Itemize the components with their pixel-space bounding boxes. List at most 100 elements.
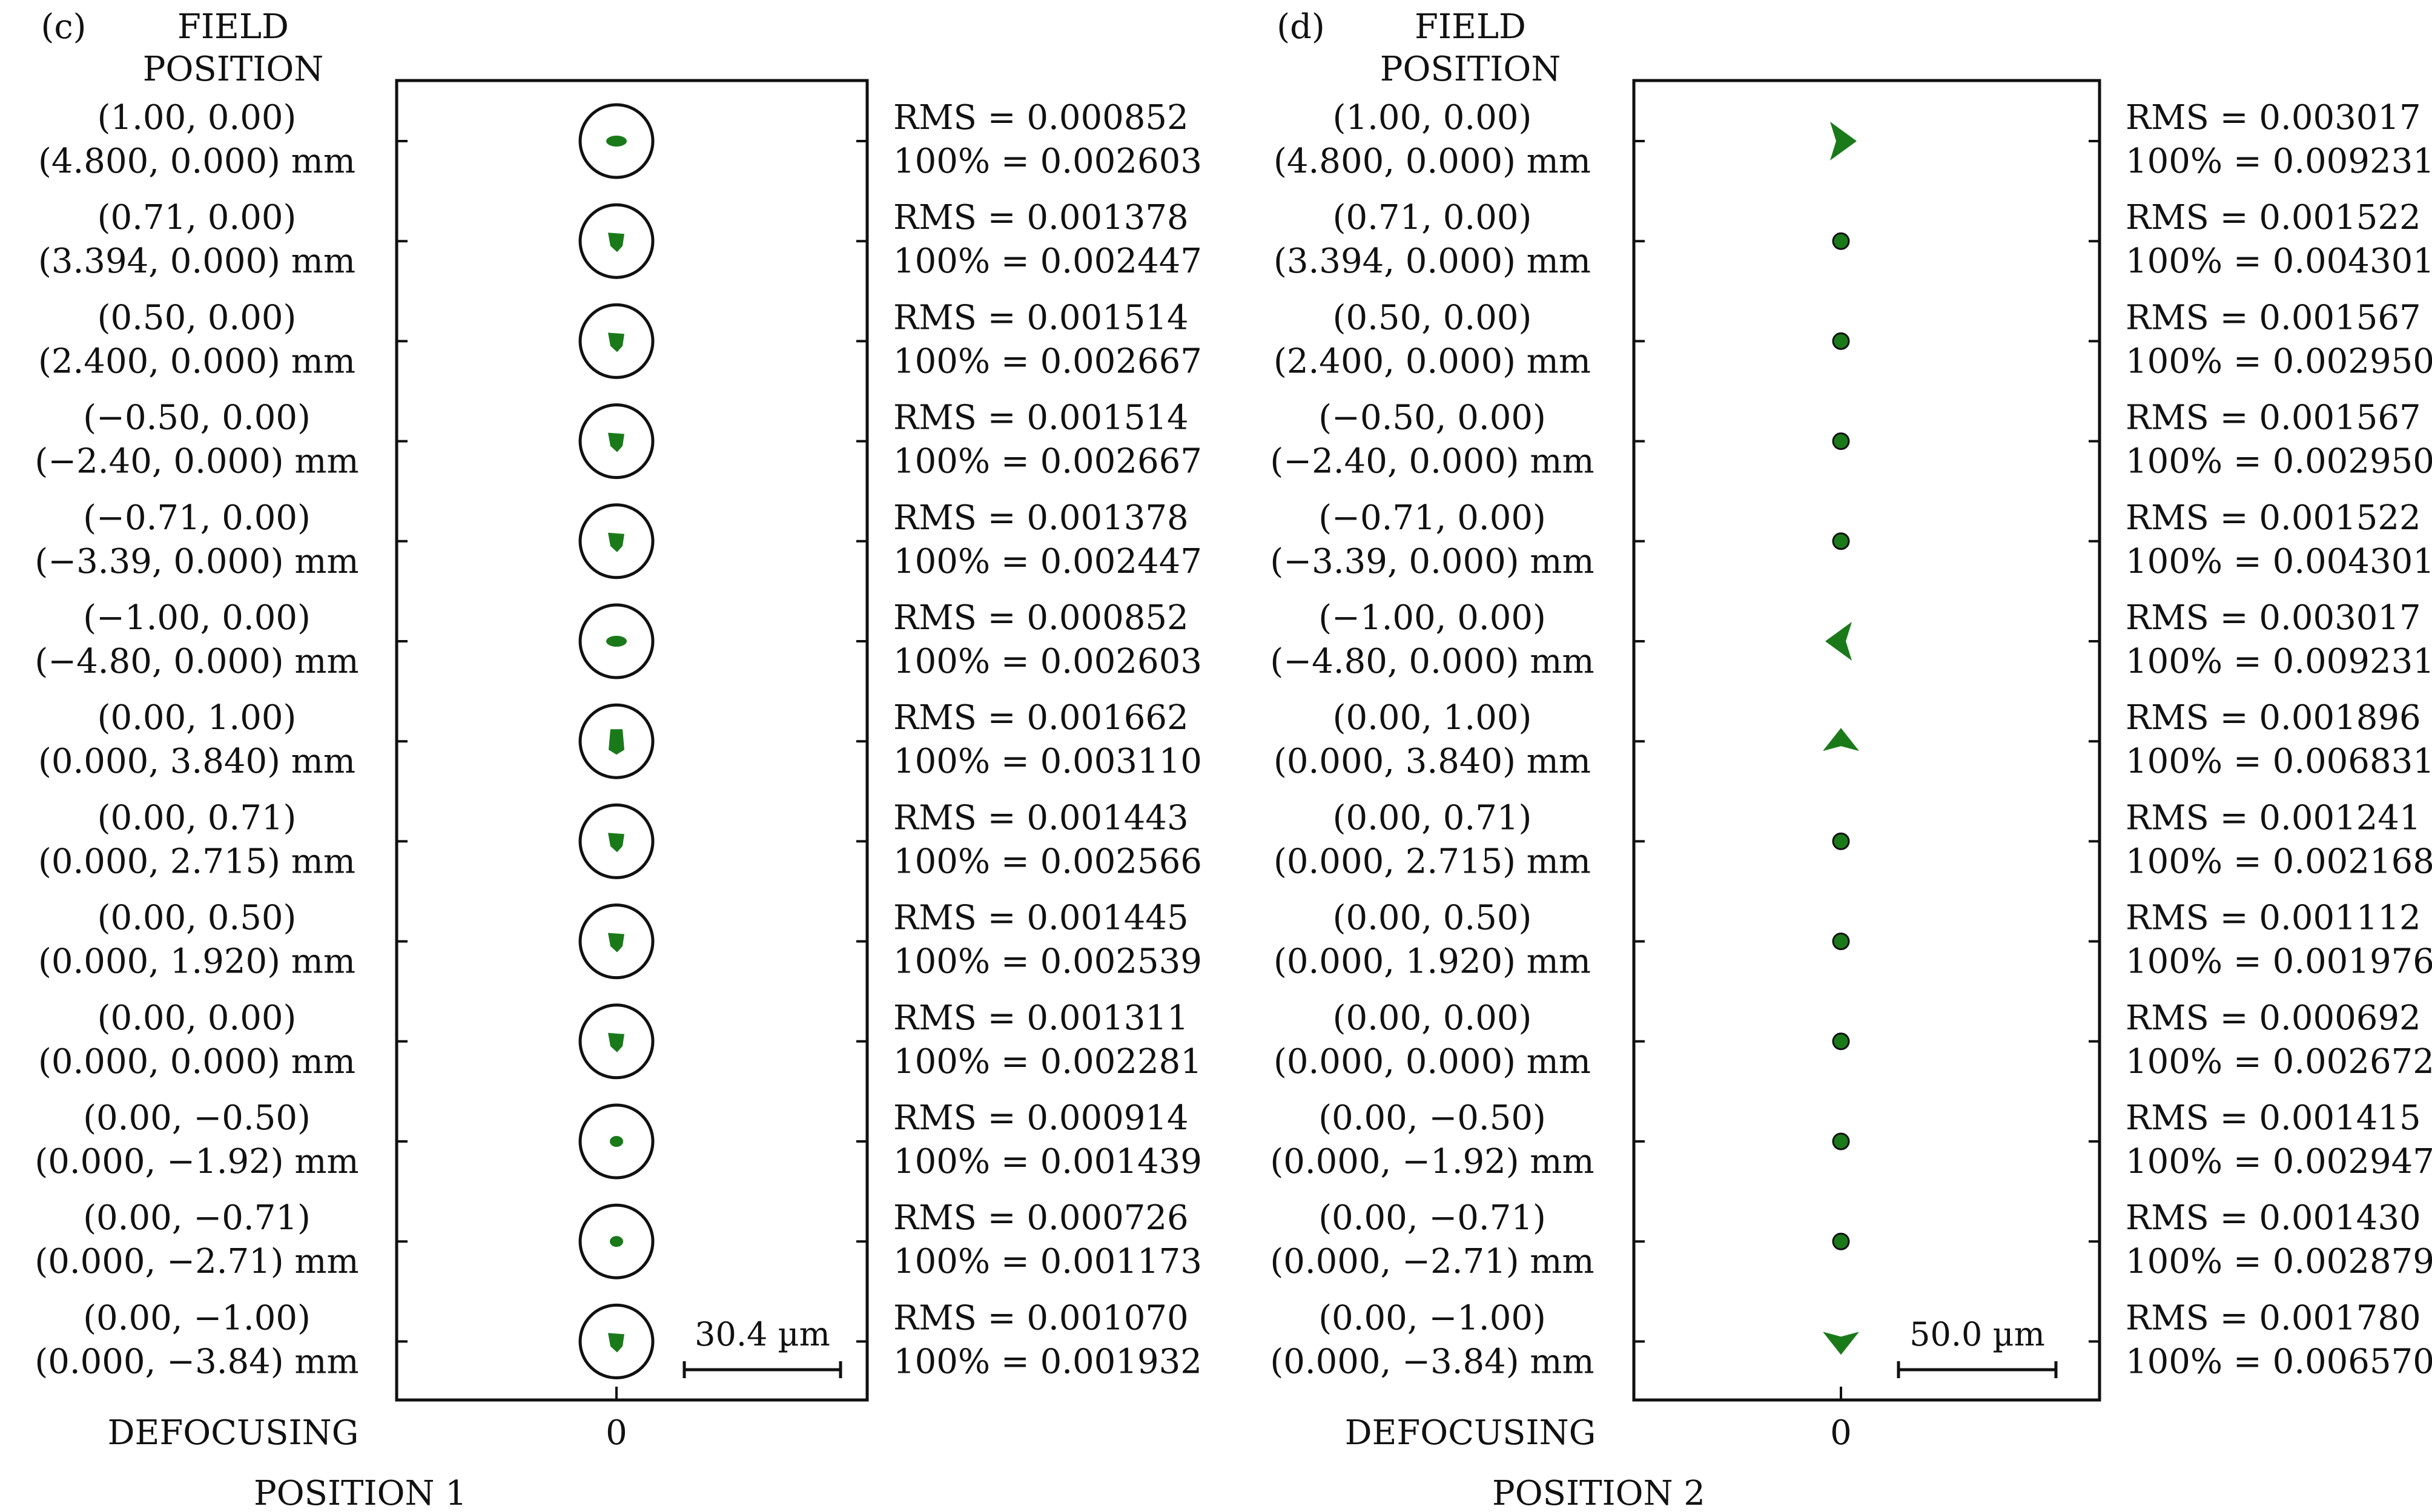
field-coordinate-mm: (0.000, −3.84) mm bbox=[1270, 1342, 1594, 1381]
geo-radius-label: 100% = 0.002447 bbox=[893, 542, 1202, 581]
field-header-line2: POSITION bbox=[143, 50, 323, 89]
field-header-line1: FIELD bbox=[177, 7, 289, 47]
rms-radius-label: RMS = 0.001241 bbox=[2126, 798, 2421, 837]
field-coordinate-mm: (2.400, 0.000) mm bbox=[1274, 342, 1591, 381]
field-header-line2: POSITION bbox=[1380, 50, 1561, 89]
airy-disk-circle bbox=[578, 403, 655, 480]
spot-pattern bbox=[608, 833, 624, 853]
rms-radius-label: RMS = 0.000852 bbox=[893, 598, 1189, 638]
field-coordinate-normalized: (0.00, 1.00) bbox=[97, 698, 297, 738]
rms-radius-label: RMS = 0.001567 bbox=[2126, 398, 2421, 438]
spot-pattern bbox=[608, 532, 624, 552]
field-coordinate-normalized: (−1.00, 0.00) bbox=[1318, 598, 1546, 638]
field-coordinate-mm: (0.000, 1.920) mm bbox=[38, 942, 355, 982]
rms-radius-label: RMS = 0.003017 bbox=[2126, 598, 2421, 638]
rms-radius-label: RMS = 0.000914 bbox=[893, 1098, 1189, 1138]
field-coordinate-mm: (−3.39, 0.000) mm bbox=[1270, 542, 1594, 581]
field-coordinate-mm: (−3.39, 0.000) mm bbox=[35, 542, 359, 581]
geo-radius-label: 100% = 0.009231 bbox=[2126, 642, 2432, 681]
rms-radius-label: RMS = 0.001378 bbox=[893, 498, 1189, 538]
spot-pattern bbox=[1832, 1232, 1850, 1250]
scale-bar-label: 50.0 µm bbox=[1909, 1315, 2045, 1353]
rms-radius-label: RMS = 0.001662 bbox=[893, 698, 1189, 738]
airy-disk-circle bbox=[578, 1303, 655, 1379]
field-coordinate-mm: (0.000, −3.84) mm bbox=[35, 1342, 359, 1381]
field-coordinate-normalized: (0.00, 0.71) bbox=[1333, 798, 1532, 837]
panel-label: (c) bbox=[41, 7, 86, 47]
field-coordinate-mm: (−4.80, 0.000) mm bbox=[1270, 642, 1594, 681]
spot-pattern bbox=[1823, 1332, 1859, 1355]
field-coordinate-normalized: (0.71, 0.00) bbox=[1333, 198, 1532, 237]
geo-radius-label: 100% = 0.009231 bbox=[2126, 142, 2432, 181]
geo-radius-label: 100% = 0.001932 bbox=[893, 1342, 1202, 1381]
rms-radius-label: RMS = 0.000692 bbox=[2126, 999, 2421, 1038]
spot-pattern bbox=[608, 332, 624, 352]
geo-radius-label: 100% = 0.006570 bbox=[2126, 1342, 2432, 1381]
field-coordinate-mm: (−2.40, 0.000) mm bbox=[35, 442, 359, 481]
spot-pattern bbox=[1832, 933, 1850, 951]
field-coordinate-normalized: (−0.71, 0.00) bbox=[83, 498, 311, 538]
rms-radius-label: RMS = 0.001070 bbox=[893, 1298, 1189, 1338]
field-coordinate-normalized: (0.00, 0.50) bbox=[97, 899, 297, 938]
spot-pattern bbox=[1832, 1132, 1850, 1151]
geo-radius-label: 100% = 0.001173 bbox=[893, 1242, 1202, 1281]
field-coordinate-mm: (0.000, 3.840) mm bbox=[38, 742, 355, 781]
defocusing-label: DEFOCUSING bbox=[108, 1413, 359, 1453]
airy-disk-circle bbox=[578, 303, 655, 379]
rms-radius-label: RMS = 0.001522 bbox=[2126, 498, 2421, 538]
rms-radius-label: RMS = 0.001514 bbox=[893, 298, 1189, 337]
field-coordinate-mm: (−4.80, 0.000) mm bbox=[35, 642, 359, 681]
field-coordinate-normalized: (0.71, 0.00) bbox=[97, 198, 297, 237]
field-coordinate-mm: (0.000, 2.715) mm bbox=[1274, 842, 1591, 881]
field-coordinate-mm: (0.000, 0.000) mm bbox=[1274, 1042, 1591, 1081]
field-coordinate-normalized: (0.00, 0.71) bbox=[97, 798, 297, 837]
spot-pattern bbox=[1832, 532, 1850, 550]
field-coordinate-mm: (4.800, 0.000) mm bbox=[1274, 142, 1591, 181]
field-coordinate-normalized: (0.00, −0.50) bbox=[1318, 1098, 1546, 1138]
field-coordinate-normalized: (0.00, 0.00) bbox=[1333, 999, 1532, 1038]
field-coordinate-mm: (2.400, 0.000) mm bbox=[38, 342, 355, 381]
field-coordinate-normalized: (0.50, 0.00) bbox=[97, 298, 297, 337]
rms-radius-label: RMS = 0.001567 bbox=[2126, 298, 2421, 337]
airy-disk-circle bbox=[578, 203, 655, 279]
geo-radius-label: 100% = 0.004301 bbox=[2126, 242, 2432, 281]
spot-pattern bbox=[609, 729, 624, 755]
geo-radius-label: 100% = 0.002667 bbox=[893, 342, 1202, 381]
airy-disk-circle bbox=[578, 903, 655, 980]
field-coordinate-normalized: (0.00, 1.00) bbox=[1333, 698, 1532, 738]
spot-pattern bbox=[1832, 432, 1850, 451]
position-label: POSITION 2 bbox=[1492, 1474, 1705, 1512]
geo-radius-label: 100% = 0.002447 bbox=[893, 242, 1202, 281]
airy-disk-circle bbox=[578, 1103, 655, 1180]
spot-pattern bbox=[608, 432, 624, 452]
panel-label: (d) bbox=[1277, 7, 1325, 47]
geo-radius-label: 100% = 0.001439 bbox=[893, 1142, 1202, 1181]
geo-radius-label: 100% = 0.002281 bbox=[893, 1042, 1202, 1081]
geo-radius-label: 100% = 0.002667 bbox=[893, 442, 1202, 481]
geo-radius-label: 100% = 0.003110 bbox=[893, 742, 1202, 781]
field-coordinate-mm: (3.394, 0.000) mm bbox=[1274, 242, 1591, 281]
field-coordinate-mm: (4.800, 0.000) mm bbox=[38, 142, 355, 181]
rms-radius-label: RMS = 0.001514 bbox=[893, 398, 1189, 438]
rms-radius-label: RMS = 0.001430 bbox=[2126, 1198, 2421, 1238]
field-coordinate-mm: (0.000, −2.71) mm bbox=[1270, 1242, 1594, 1281]
spot-pattern bbox=[1823, 728, 1859, 751]
airy-disk-circle bbox=[578, 103, 655, 179]
plot-frame bbox=[1632, 79, 2101, 1402]
rms-radius-label: RMS = 0.000852 bbox=[893, 98, 1189, 137]
rms-radius-label: RMS = 0.001378 bbox=[893, 198, 1189, 237]
spot-pattern bbox=[1832, 332, 1850, 350]
rms-radius-label: RMS = 0.001311 bbox=[893, 999, 1189, 1038]
spot-pattern bbox=[1832, 832, 1850, 850]
defocus-tick-label: 0 bbox=[1830, 1413, 1852, 1453]
geo-radius-label: 100% = 0.006831 bbox=[2126, 742, 2432, 781]
airy-disk-circle bbox=[578, 503, 655, 579]
airy-disk-circle bbox=[578, 1203, 655, 1279]
field-coordinate-normalized: (0.00, −1.00) bbox=[83, 1298, 311, 1338]
spot-pattern bbox=[608, 1333, 624, 1353]
geo-radius-label: 100% = 0.002539 bbox=[893, 942, 1202, 982]
geo-radius-label: 100% = 0.002603 bbox=[893, 142, 1202, 181]
spot-pattern bbox=[608, 933, 624, 952]
